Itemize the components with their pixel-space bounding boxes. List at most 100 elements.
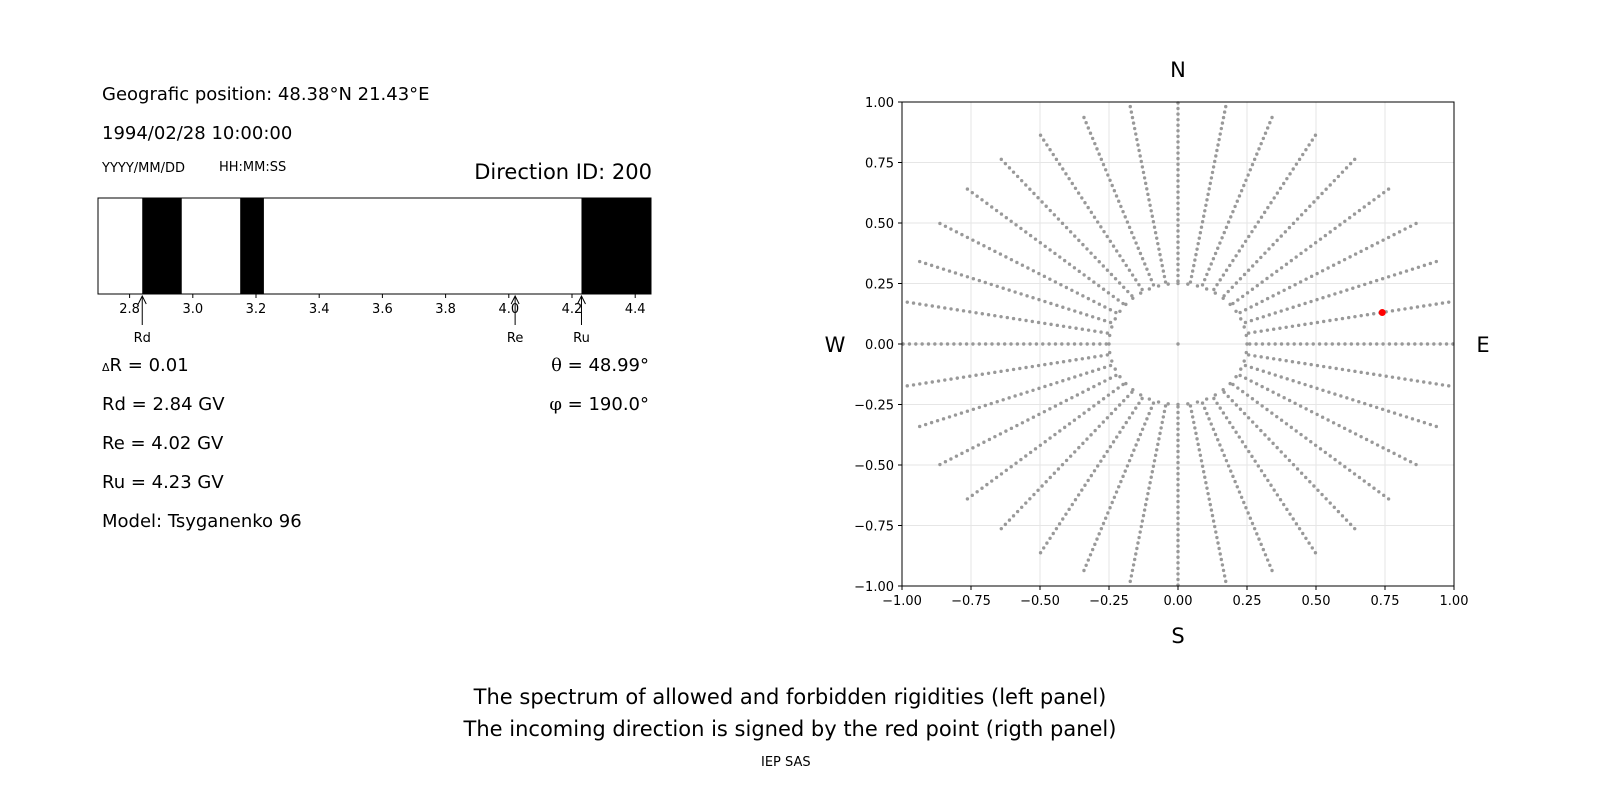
- direction-point: [1346, 315, 1351, 320]
- direction-point: [964, 342, 969, 346]
- direction-point: [1148, 481, 1152, 485]
- direction-point: [1147, 272, 1151, 277]
- direction-point: [1105, 353, 1110, 357]
- direction-point: [980, 198, 984, 202]
- direction-point: [1013, 290, 1017, 294]
- direction-point: [1195, 247, 1199, 251]
- direction-point: [993, 249, 997, 254]
- direction-point: [1011, 514, 1016, 518]
- direction-point: [1072, 342, 1077, 346]
- direction-point: [1320, 492, 1324, 497]
- direction-point: [1197, 236, 1201, 240]
- direction-point: [1026, 266, 1030, 270]
- direction-point: [1255, 424, 1259, 429]
- direction-point: [1053, 432, 1057, 437]
- direction-point: [1403, 307, 1407, 311]
- compass-south: S: [1171, 624, 1184, 648]
- direction-point: [1261, 136, 1266, 141]
- direction-point: [1176, 555, 1180, 559]
- direction-point: [1278, 186, 1283, 190]
- ring-point: [1131, 388, 1135, 392]
- direction-point: [1243, 444, 1248, 449]
- direction-point: [1243, 363, 1248, 368]
- direction-point: [975, 490, 979, 494]
- direction-point: [1252, 157, 1257, 162]
- marker-arrowhead-rd: [137, 294, 147, 305]
- direction-point: [1205, 272, 1209, 277]
- direction-point: [1132, 126, 1137, 131]
- direction-point: [1331, 421, 1336, 425]
- direction-point: [1355, 342, 1360, 346]
- direction-point: [1386, 187, 1391, 191]
- direction-point: [1007, 396, 1011, 400]
- ring-point: [1113, 317, 1117, 321]
- direction-point: [1048, 248, 1052, 252]
- direction-point: [1428, 303, 1432, 307]
- direction-point: [1284, 325, 1288, 329]
- direction-point: [1213, 524, 1217, 529]
- direction-point: [1109, 411, 1114, 416]
- direction-point: [1261, 547, 1266, 552]
- direction-point: [1303, 322, 1307, 327]
- direction-point: [1321, 319, 1326, 324]
- direction-point: [1176, 156, 1180, 161]
- direction-point: [1246, 511, 1250, 515]
- direction-point: [1112, 189, 1117, 193]
- direction-point: [1090, 547, 1095, 552]
- direction-point: [1019, 292, 1023, 296]
- direction-point: [1131, 563, 1136, 567]
- direction-point: [1275, 445, 1279, 450]
- direction-point: [923, 422, 928, 427]
- direction-point: [1106, 173, 1110, 177]
- direction-point: [1024, 183, 1028, 187]
- direction-point: [999, 314, 1003, 319]
- direction-point: [1157, 437, 1161, 441]
- direction-point: [1267, 437, 1271, 441]
- direction-point: [1316, 196, 1320, 200]
- direction-point: [971, 276, 976, 281]
- direction-point: [1014, 223, 1018, 227]
- direction-point: [1382, 493, 1386, 498]
- direction-point: [1059, 401, 1063, 405]
- direction-point: [1053, 342, 1058, 346]
- direction-point: [1075, 291, 1080, 295]
- direction-point: [1375, 342, 1379, 346]
- direction-point: [1176, 117, 1180, 122]
- ring-point: [1204, 397, 1209, 401]
- direction-point: [1127, 268, 1132, 272]
- direction-point: [1030, 319, 1035, 324]
- direction-point: [1101, 264, 1106, 268]
- direction-point: [1036, 488, 1040, 492]
- direction-point: [1189, 409, 1194, 414]
- direction-point: [1121, 301, 1125, 306]
- direction-point: [1044, 480, 1048, 484]
- direction-point: [1318, 237, 1323, 241]
- direction-point: [1032, 492, 1036, 497]
- direction-point: [1009, 465, 1013, 469]
- direction-point: [1211, 519, 1216, 523]
- direction-point: [959, 273, 964, 277]
- direction-point: [1123, 469, 1127, 473]
- direction-point: [971, 407, 976, 412]
- direction-point: [1204, 203, 1208, 207]
- ring-point: [1118, 375, 1122, 379]
- direction-point: [1243, 239, 1248, 244]
- direction-point: [949, 227, 953, 231]
- direction-point: [1342, 257, 1347, 262]
- direction-point: [1176, 549, 1180, 554]
- direction-point: [1219, 126, 1224, 131]
- direction-point: [1255, 152, 1259, 156]
- model-label: Model: Tsyganenko 96: [102, 511, 302, 532]
- direction-point: [1092, 299, 1096, 304]
- direction-point: [1275, 414, 1279, 419]
- direction-point: [1176, 433, 1180, 437]
- direction-point: [1176, 444, 1180, 448]
- direction-point: [1072, 418, 1077, 422]
- direction-point: [1422, 304, 1426, 308]
- direction-point: [1141, 170, 1146, 175]
- direction-point: [1135, 546, 1139, 551]
- direction-point: [1070, 396, 1074, 400]
- direction-point: [1345, 288, 1349, 292]
- direction-point: [1095, 147, 1099, 151]
- direction-point: [1369, 403, 1373, 408]
